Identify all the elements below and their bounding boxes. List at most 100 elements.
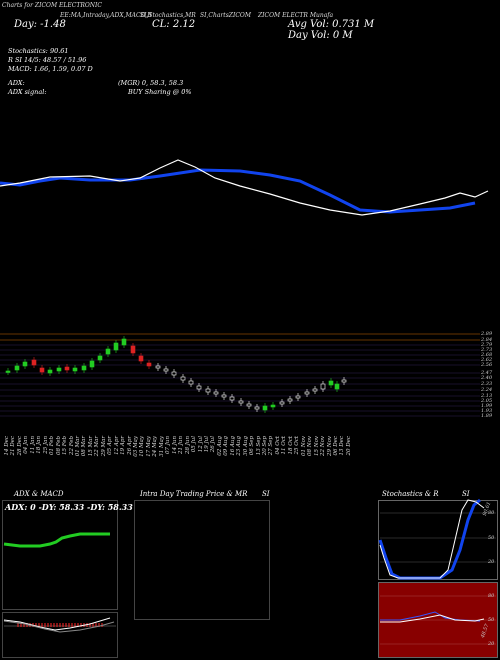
candle-body (171, 371, 177, 376)
candle-body (312, 388, 318, 392)
candle-body (105, 348, 111, 355)
price-axis-label: 2.13 (481, 393, 493, 399)
header-title: Charts for ZICOM ELECTRONIC (2, 2, 102, 9)
candle-body (320, 383, 326, 390)
price-axis-label: 1.93 (481, 408, 493, 414)
rsi-level-50: 50 (488, 617, 495, 623)
candle-body (56, 367, 62, 372)
candle-body (39, 367, 45, 373)
intraday-si-label: SI (262, 490, 270, 498)
candle-body (138, 355, 144, 362)
price-axis-label: 1.89 (481, 413, 493, 419)
candle-body (279, 401, 285, 405)
price-axis-label: 2.84 (481, 337, 493, 343)
intraday-panel (134, 500, 270, 620)
candle-body (205, 388, 211, 393)
macd-readout: MACD: 1.66, 1.59, 0.07 D (8, 65, 93, 73)
rsi-level-20: 20 (488, 641, 495, 647)
rsi-level-80: 80 (488, 593, 495, 599)
price-axis-label: 2.47 (481, 370, 493, 376)
price-axis-label: 2.24 (481, 387, 493, 393)
adx-signal-label: ADX signal: (8, 88, 47, 96)
candle-body (262, 405, 268, 411)
stochastics-white-line (379, 499, 485, 579)
price-axis-label: 2.79 (481, 342, 493, 348)
adx-readout-values: (MGR) 0, 58.3, 58.3 (118, 79, 184, 87)
price-axis-label: 2.62 (481, 357, 493, 363)
moving-average-blue-line (0, 168, 476, 214)
candle-body (31, 359, 37, 366)
candle-body (72, 367, 78, 372)
stoch-level-50: 50 (488, 535, 495, 541)
candle-body (163, 368, 169, 372)
day-volume: Day Vol: 0 M (288, 30, 353, 41)
candle-body (334, 383, 340, 390)
stochastics-blue-line (378, 498, 481, 580)
candle-body (89, 360, 95, 368)
rsi-readout: R SI 14/5: 48.57 / 51.96 (8, 56, 87, 64)
price-axis-label: 2.05 (481, 398, 493, 404)
candle-body (254, 406, 260, 410)
candle-body (146, 362, 152, 367)
stoch-level-20: 20 (488, 559, 495, 565)
price-candles (5, 336, 347, 413)
moving-average-white-line (0, 159, 489, 216)
header-fragment-1: EE:MA,Intraday,ADX,MACD,B (60, 12, 152, 19)
macd-signal-line (3, 620, 115, 633)
price-axis-label: 2.40 (481, 375, 493, 381)
adx-readout-label: ADX: (8, 79, 25, 87)
buy-signal: BUY Sharing @ 0% (128, 88, 192, 96)
candle-body (270, 404, 276, 408)
candle-body (221, 394, 227, 398)
candle-body (246, 403, 252, 407)
stochastics-readout: Stochastics: 90.61 (8, 47, 69, 55)
candle-body (121, 338, 127, 346)
rsi-white-line (380, 614, 485, 623)
candle-body (81, 365, 87, 371)
stochastics-title: Stochastics & R (382, 490, 439, 498)
header-fragment-3: SI,ChartsZICOM (200, 12, 251, 19)
price-axis-label: 2.33 (481, 381, 493, 387)
candle-body (295, 395, 301, 399)
stochastics-si-label: SI (462, 490, 470, 498)
candle-body (113, 342, 119, 351)
price-axis-label: 2.89 (481, 331, 493, 337)
price-axis-label: 2.68 (481, 352, 493, 358)
candle-body (213, 391, 219, 395)
candle-body (14, 365, 20, 371)
header-fragment-4: ZICOM ELECTR Munafa (258, 12, 334, 19)
candle-body (22, 361, 28, 367)
price-axis-label: 1.99 (481, 403, 493, 409)
macd-line (3, 617, 111, 631)
close-price: CL: 2.12 (152, 19, 196, 30)
day-change: Day: -1.48 (14, 19, 66, 30)
candle-body (238, 400, 244, 404)
candle-body (304, 391, 310, 395)
candle-body (180, 376, 186, 381)
candle-body (130, 345, 136, 354)
candle-body (196, 385, 202, 390)
adx-panel: ADX: 0 -DY: 58.33 -DY: 58.33 (2, 500, 133, 610)
intraday-title: Intra Day Trading Price & MR (140, 490, 248, 498)
main-price-chart (0, 159, 489, 417)
adx-green-line (3, 532, 110, 548)
candle-body (328, 380, 334, 386)
candle-body (47, 369, 53, 374)
price-axis-label: 2.73 (481, 347, 493, 353)
candle-body (341, 379, 347, 383)
adx-macd-title: ADX & MACD (14, 490, 64, 498)
price-grid (0, 333, 480, 417)
candle-body (155, 365, 161, 369)
candle-body (64, 366, 70, 371)
candle-body (229, 396, 235, 401)
adx-panel-label: ADX: 0 -DY: 58.33 -DY: 58.33 (5, 502, 133, 512)
header-fragment-2: SI,Stochastics,MR (140, 12, 196, 19)
price-axis-label: 2.56 (481, 362, 493, 368)
candle-body (5, 370, 11, 373)
stoch-level-80: 80 (488, 510, 495, 516)
candle-body (287, 398, 293, 402)
avg-volume: Avg Vol: 0.731 M (288, 19, 375, 30)
macd-panel (2, 612, 118, 658)
candle-body (97, 355, 103, 361)
